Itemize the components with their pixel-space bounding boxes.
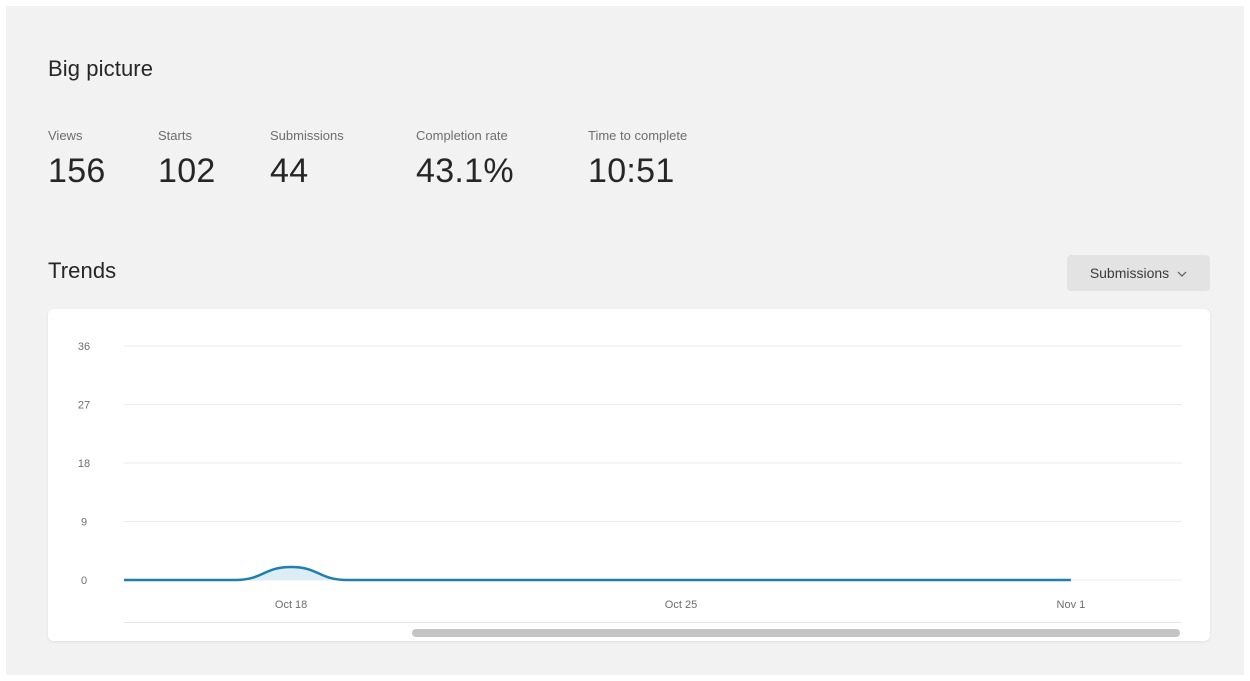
big-picture-title: Big picture [48,56,154,81]
metric-label: Starts [158,128,192,143]
metric-views: Views 156 [48,128,158,191]
y-axis: 0 9 18 27 36 [78,341,90,587]
series-area [124,567,1071,580]
metric-label: Submissions [270,128,344,143]
metrics-row: Views 156 Starts 102 Submissions 44 Comp… [48,128,768,191]
trends-chart-card: 0 9 18 27 36 Oct 18 Oct 25 Nov 1 [48,309,1210,641]
metric-select-dropdown[interactable]: Submissions [1067,255,1210,291]
y-tick-label: 0 [81,575,87,587]
x-axis: Oct 18 Oct 25 Nov 1 [275,599,1085,611]
chart-scrollbar-thumb[interactable] [412,629,1180,637]
chart-grid [124,345,1182,581]
metric-value: 43.1% [416,152,514,190]
metric-time-to-complete: Time to complete 10:51 [588,128,768,191]
metric-label: Time to complete [588,128,688,143]
trends-chart: 0 9 18 27 36 Oct 18 Oct 25 Nov 1 [78,341,1182,611]
metric-value: 10:51 [588,152,675,190]
analytics-page: Big picture Views 156 Starts 102 Submiss… [6,6,1244,675]
chevron-down-icon [1177,264,1187,280]
y-tick-label: 9 [81,517,87,529]
metric-starts: Starts 102 [158,128,270,191]
metric-value: 44 [270,152,309,190]
chart-series [123,565,1071,582]
y-tick-label: 27 [78,400,90,412]
x-tick-label: Oct 25 [665,599,697,611]
metric-submissions: Submissions 44 [270,128,416,191]
x-tick-label: Oct 18 [275,599,307,611]
y-tick-label: 18 [78,458,90,470]
y-tick-label: 36 [78,341,90,353]
trends-title: Trends [48,258,117,283]
metric-value: 102 [158,152,216,190]
metric-completion-rate: Completion rate 43.1% [416,128,588,191]
dropdown-selected-label: Submissions [1089,265,1170,281]
metric-label: Views [48,128,83,143]
metric-label: Completion rate [416,128,508,143]
series-line [123,565,1071,582]
metric-value: 156 [48,152,106,190]
x-tick-label: Nov 1 [1057,599,1086,611]
